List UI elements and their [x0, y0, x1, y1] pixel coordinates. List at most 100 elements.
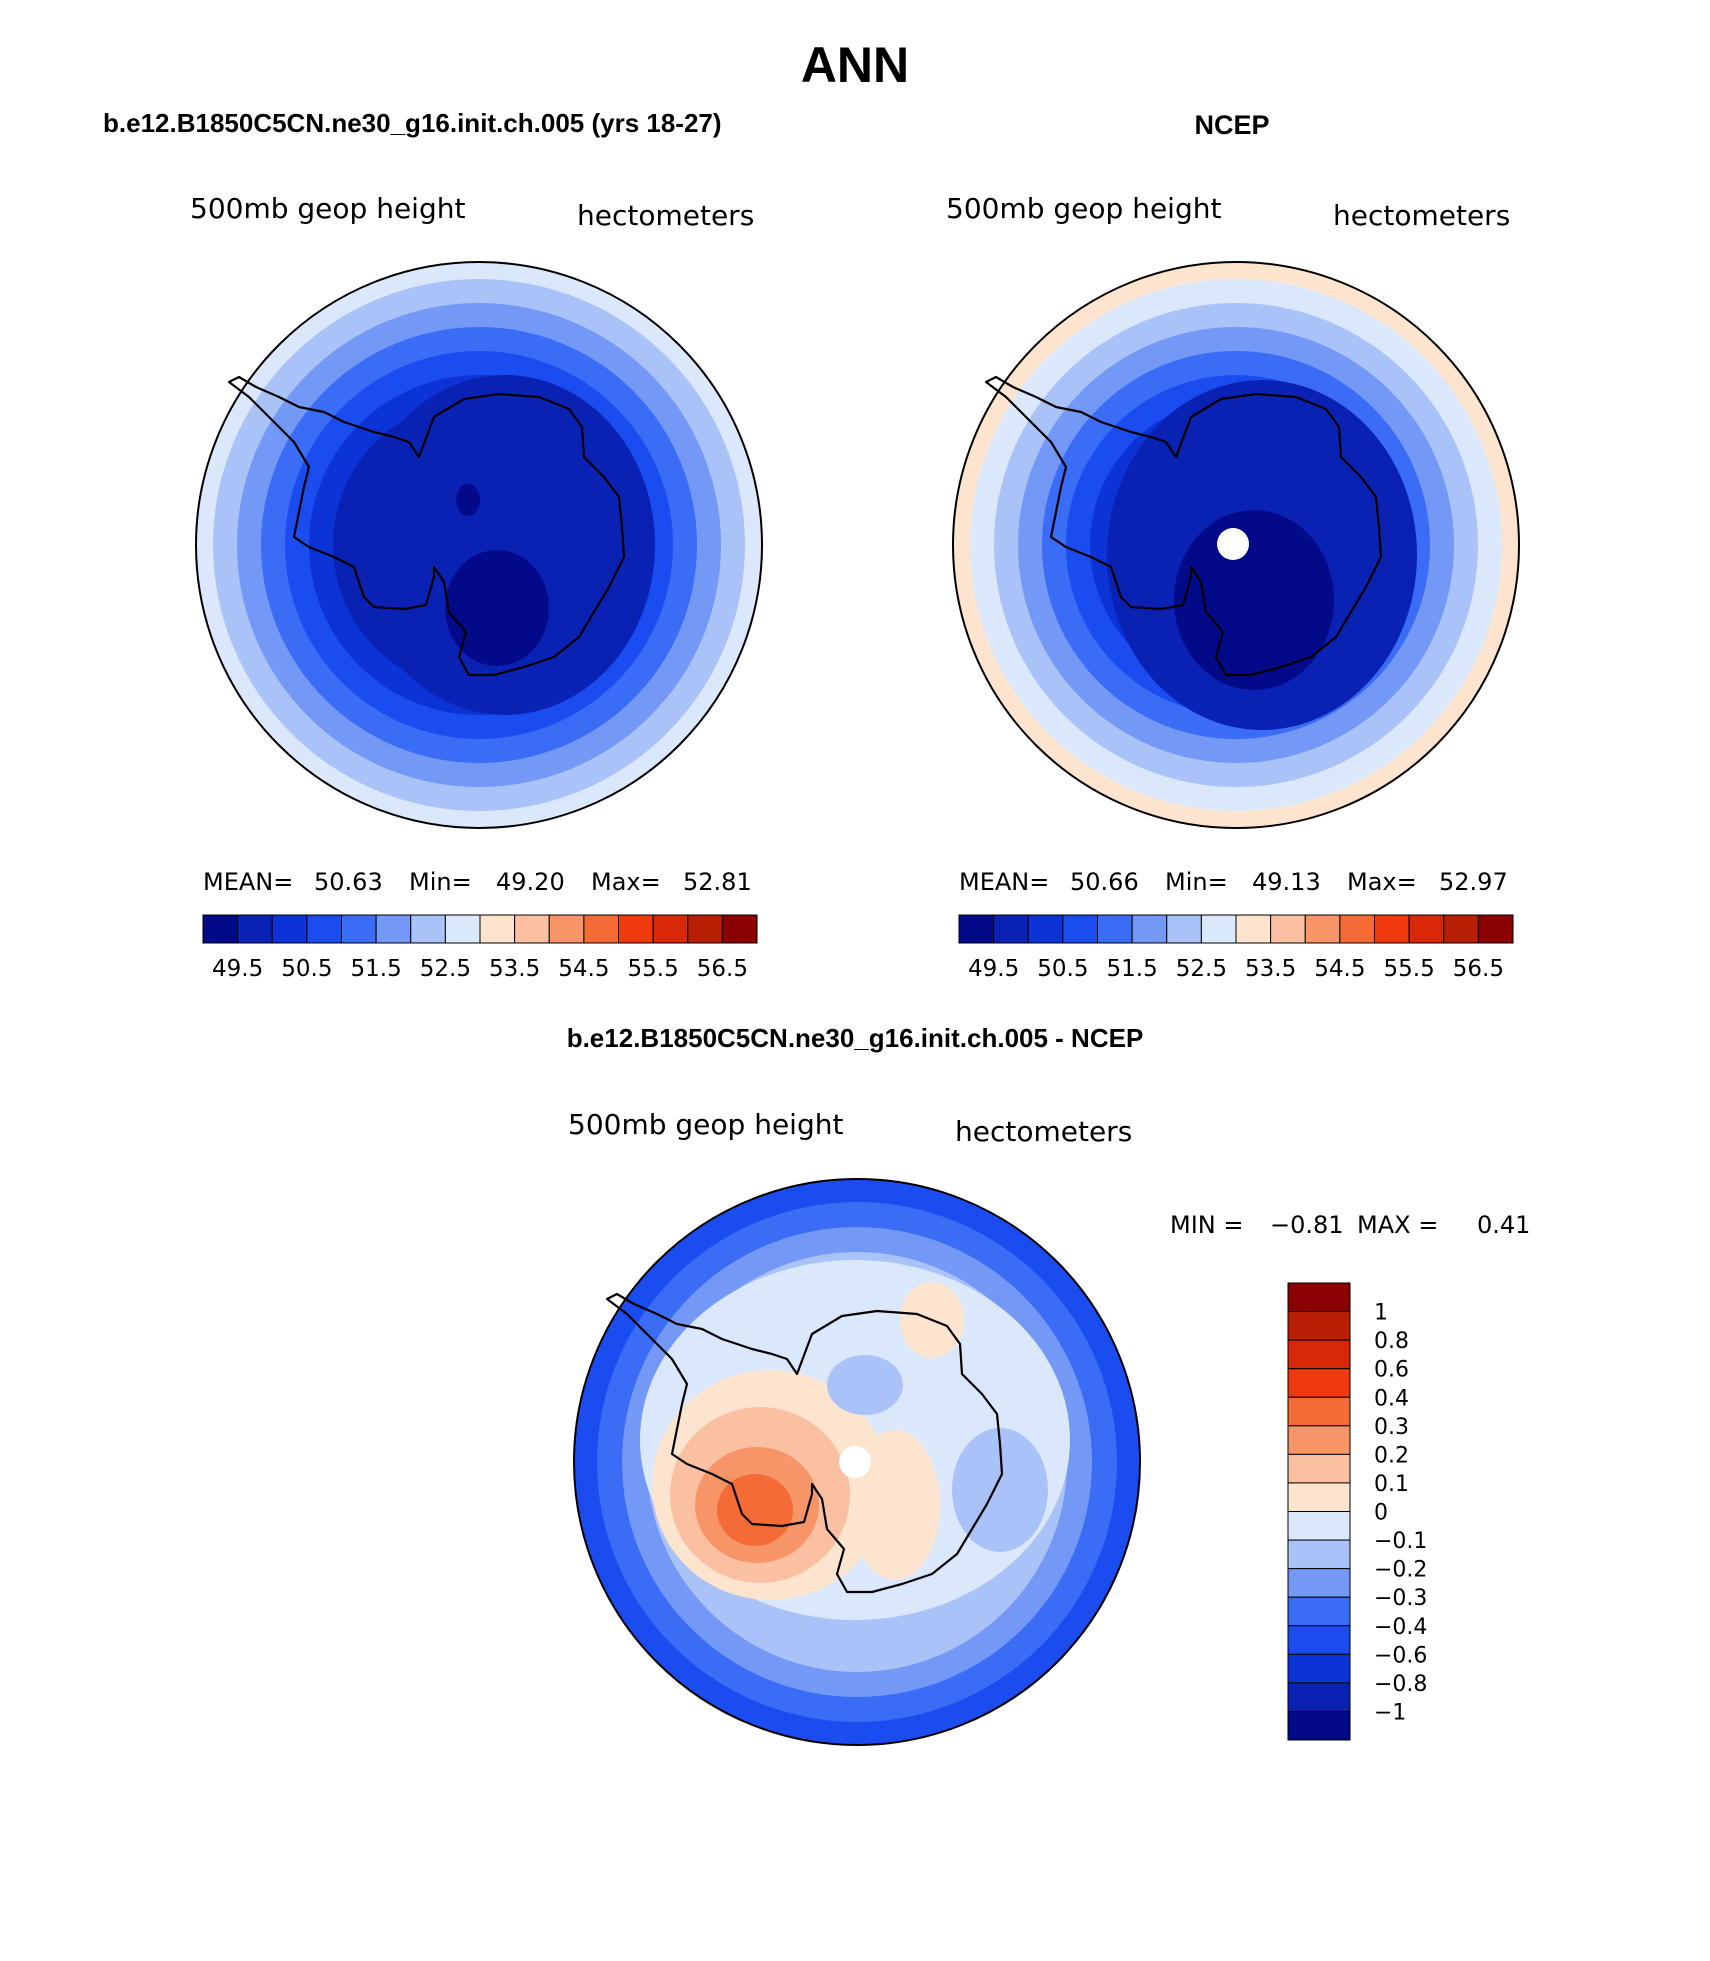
colorbar-tick-label: 0.3	[1374, 1415, 1409, 1440]
colorbar-swatch	[618, 914, 654, 944]
colorbar-swatch	[721, 914, 758, 944]
panel3-max-label: MAX =	[1357, 1211, 1438, 1239]
colorbar-tick-label: 56.5	[1453, 956, 1504, 982]
colorbar-swatch	[1062, 914, 1098, 944]
colorbar-swatch	[583, 914, 619, 944]
panel1-map-border	[195, 261, 763, 829]
panel2-max-value: 52.97	[1439, 868, 1508, 896]
colorbar-swatch	[1287, 1596, 1351, 1627]
panel1-stats: MEAN= 50.63 Min= 49.20 Max= 52.81	[203, 868, 752, 896]
colorbar-swatch	[410, 914, 446, 944]
panel1-min-value: 49.20	[496, 868, 565, 896]
panel1-colorbar: 49.5 50.5 51.5 52.5 53.5 54.5 55.5 56.5	[202, 914, 758, 982]
panel3-min-label: MIN =	[1170, 1211, 1243, 1239]
panel2-units-label: hectometers	[1333, 199, 1510, 232]
colorbar-swatch	[1287, 1511, 1351, 1541]
panel3-stats: MIN = −0.81 MAX = 0.41	[1170, 1211, 1530, 1239]
colorbar-tick-label: 51.5	[351, 956, 402, 982]
colorbar-tick-label: −0.2	[1374, 1558, 1427, 1583]
colorbar-tick-label: 0.8	[1374, 1329, 1409, 1354]
colorbar-tick-label: 1	[1374, 1301, 1388, 1326]
colorbar-swatch	[548, 914, 585, 944]
colorbar-tick-label: 0.2	[1374, 1443, 1409, 1468]
colorbar-swatch	[1477, 914, 1514, 944]
panel3-pole-marker	[839, 1446, 871, 1478]
colorbar-tick-label: 56.5	[697, 956, 748, 982]
colorbar-swatch	[1287, 1710, 1351, 1741]
colorbar-swatch	[1374, 914, 1410, 944]
colorbar-swatch	[1131, 914, 1168, 944]
colorbar-swatch	[1287, 1368, 1351, 1398]
colorbar-swatch	[375, 914, 412, 944]
panel3-polar-map	[573, 1178, 1141, 1746]
colorbar-tick-label: 0	[1374, 1501, 1388, 1526]
panel3-contour-fill	[827, 1355, 903, 1415]
colorbar-swatch	[1287, 1482, 1351, 1512]
panel3-header: b.e12.B1850C5CN.ne30_g16.init.ch.005 - N…	[567, 1023, 1144, 1053]
panel3-variable-label: 500mb geop height	[568, 1108, 843, 1141]
colorbar-tick-label: 54.5	[558, 956, 609, 982]
panel2-colorbar: 49.5 50.5 51.5 52.5 53.5 54.5 55.5 56.5	[958, 914, 1514, 982]
colorbar-tick-label: 52.5	[1176, 956, 1227, 982]
colorbar-tick-label: −1	[1374, 1700, 1406, 1725]
colorbar-tick-label: 49.5	[968, 956, 1019, 982]
panel2-max-label: Max=	[1347, 868, 1417, 896]
colorbar-swatch	[514, 914, 550, 944]
colorbar-tick-label: 53.5	[1245, 956, 1296, 982]
colorbar-swatch	[1097, 914, 1133, 944]
colorbar-tick-label: 50.5	[1037, 956, 1088, 982]
panel2-header: NCEP	[1194, 110, 1269, 140]
colorbar-tick-label: 53.5	[489, 956, 540, 982]
colorbar-swatch	[1235, 914, 1272, 944]
colorbar-tick-label: 0.4	[1374, 1386, 1409, 1411]
colorbar-swatch	[1287, 1396, 1351, 1427]
panel2-stats: MEAN= 50.66 Min= 49.13 Max= 52.97	[959, 868, 1508, 896]
figure-title: ANN	[801, 37, 909, 93]
panel1-units-label: hectometers	[577, 199, 754, 232]
colorbar-swatch	[1287, 1539, 1351, 1570]
panel2-mean-value: 50.66	[1070, 868, 1139, 896]
panel2-map-border	[952, 261, 1520, 829]
panel2-variable-label: 500mb geop height	[946, 192, 1221, 225]
colorbar-swatch	[1287, 1453, 1351, 1484]
panel1-min-label: Min=	[409, 868, 472, 896]
panel3-high-center	[717, 1474, 793, 1546]
panel1-low-center	[456, 484, 480, 516]
colorbar-tick-label: 50.5	[281, 956, 332, 982]
panel3-min-value: −0.81	[1270, 1211, 1344, 1239]
colorbar-swatch	[1304, 914, 1341, 944]
colorbar-tick-label: 55.5	[1384, 956, 1435, 982]
colorbar-swatch	[1270, 914, 1306, 944]
colorbar-tick-label: 55.5	[628, 956, 679, 982]
panel1-polar-map	[195, 261, 763, 829]
colorbar-swatch	[1287, 1653, 1351, 1684]
panel2-min-value: 49.13	[1252, 868, 1321, 896]
panel3-contour-fill	[850, 1430, 940, 1580]
colorbar-swatch	[1287, 1625, 1351, 1655]
colorbar-swatch	[271, 914, 308, 944]
colorbar-swatch	[479, 914, 516, 944]
colorbar-tick-label: −0.8	[1374, 1672, 1427, 1697]
panel3-colorbar: 1 0.8 0.6 0.4 0.3 0.2 0.1 0 −0.1 −0.2 −0.3 −0.4 −0.6…	[1287, 1282, 1427, 1741]
colorbar-swatch	[1443, 914, 1479, 944]
panel2-low-center	[1174, 510, 1334, 690]
panel1-mean-label: MEAN=	[203, 868, 293, 896]
panel2-mean-label: MEAN=	[959, 868, 1049, 896]
colorbar-swatch	[1200, 914, 1237, 944]
panel1-header: b.e12.B1850C5CN.ne30_g16.init.ch.005 (yr…	[103, 108, 722, 138]
colorbar-swatch	[1287, 1339, 1351, 1370]
colorbar-swatch	[1166, 914, 1202, 944]
colorbar-swatch	[958, 914, 995, 944]
colorbar-tick-label: 54.5	[1314, 956, 1365, 982]
panel2-polar-map	[952, 261, 1520, 829]
colorbar-swatch	[1408, 914, 1445, 944]
colorbar-tick-label: −0.3	[1374, 1586, 1427, 1611]
colorbar-swatch	[1287, 1282, 1351, 1313]
panel1-max-value: 52.81	[683, 868, 752, 896]
panel2-min-label: Min=	[1165, 868, 1228, 896]
colorbar-swatch	[652, 914, 689, 944]
colorbar-swatch	[1287, 1568, 1351, 1598]
colorbar-swatch	[1339, 914, 1375, 944]
colorbar-swatch	[993, 914, 1029, 944]
